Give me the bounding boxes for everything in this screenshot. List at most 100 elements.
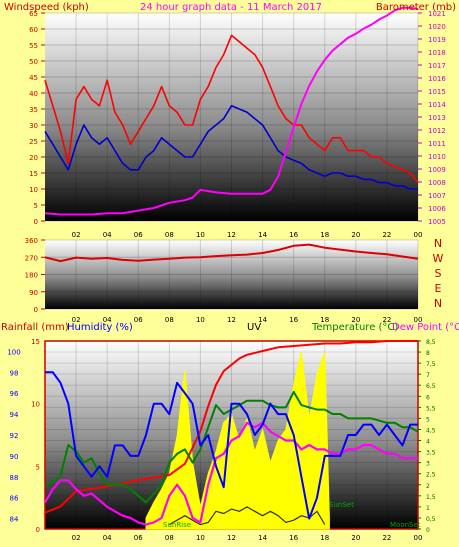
- time-tick: 02: [72, 316, 81, 324]
- windspeed-tick: 30: [29, 122, 38, 130]
- time-tick: 04: [103, 534, 112, 542]
- chart-title: 24 hour graph data - 11 March 2017: [140, 2, 322, 13]
- temperature-tick: 6,5: [426, 383, 436, 390]
- barometer-tick: 1007: [428, 192, 446, 200]
- time-tick: 08: [165, 316, 174, 324]
- barometer-axis-label: Barometer (mb): [376, 2, 456, 13]
- direction-degree-axis: 0 90 180 270 360: [25, 237, 45, 314]
- wind-baro-grid: [45, 12, 419, 222]
- temperature-tick: 6: [426, 394, 430, 401]
- windspeed-tick: 0: [34, 218, 38, 226]
- humidity-tick: 96: [10, 390, 19, 398]
- time-tick: 22: [382, 534, 391, 542]
- time-tick: 20: [351, 534, 360, 542]
- barometer-tick: 1006: [428, 205, 446, 213]
- rainfall-axis-label: Rainfall (mm): [1, 322, 69, 333]
- temperature-axis-label: Temperature (°C): [311, 322, 398, 333]
- dew-point-axis-label: Dew Point (°C): [392, 322, 459, 333]
- wind-baro-time-axis: 02 04 06 08 10 12 14 16 18 20 22 00: [72, 231, 423, 239]
- humidity-tick: 94: [10, 411, 19, 419]
- sun-set-label: SunSet: [329, 501, 354, 509]
- time-tick: 00: [414, 534, 423, 542]
- time-tick: 00: [414, 316, 423, 324]
- temperature-tick: 5: [426, 416, 430, 423]
- humidity-tick: 100: [7, 348, 20, 356]
- rainfall-axis: 0 5 10 15: [31, 338, 40, 534]
- time-tick: 10: [196, 534, 205, 542]
- barometer-tick: 1013: [428, 114, 446, 122]
- barometer-tick: 1010: [428, 153, 446, 161]
- temperature-tick: 1: [426, 505, 430, 512]
- windspeed-tick: 15: [29, 170, 38, 178]
- rainfall-tick: 0: [36, 526, 40, 534]
- barometer-tick: 1016: [428, 75, 446, 83]
- direction-tick: 0: [34, 306, 38, 314]
- humidity-tick: 90: [10, 453, 19, 461]
- windspeed-tick: 25: [29, 138, 38, 146]
- compass-letter: W: [433, 252, 444, 265]
- time-tick: 18: [320, 534, 329, 542]
- wind-gust-line: [44, 34, 419, 184]
- temperature-tick: 2,5: [426, 472, 436, 479]
- windspeed-tick: 20: [29, 154, 38, 162]
- windspeed-tick: 40: [29, 90, 38, 98]
- time-tick: 14: [258, 316, 267, 324]
- time-tick: 12: [227, 231, 236, 239]
- rainfall-tick: 10: [31, 401, 40, 409]
- time-tick: 02: [72, 231, 81, 239]
- time-tick: 06: [134, 316, 143, 324]
- windspeed-axis-label: Windspeed (kph): [4, 2, 89, 13]
- compass-letter: N: [434, 297, 442, 310]
- uv-axis-label: UV: [247, 322, 261, 333]
- temperature-tick: 0: [426, 527, 430, 534]
- temperature-tick: 8: [426, 350, 430, 357]
- humidity-tick: 84: [10, 516, 19, 524]
- barometer-axis: 1005 1006 1007 1008 1009 1010 1011 1012 1013 1014…: [418, 10, 446, 226]
- time-tick: 12: [227, 534, 236, 542]
- rain-temp-time-axis: 02 04 06 08 10 12 14 16 18 20 22 00: [72, 534, 423, 542]
- wind-direction-time-axis: 02 04 06 08 10 12 14 16 18 20 22 00: [72, 316, 423, 324]
- humidity-tick: 88: [10, 474, 19, 482]
- time-tick: 06: [134, 534, 143, 542]
- time-tick: 16: [289, 316, 298, 324]
- windspeed-tick: 50: [29, 58, 38, 66]
- windspeed-tick: 45: [29, 74, 38, 82]
- time-tick: 14: [258, 231, 267, 239]
- barometer-tick: 1019: [428, 36, 446, 44]
- barometer-tick: 1011: [428, 140, 446, 148]
- barometer-tick: 1012: [428, 127, 446, 135]
- time-tick: 08: [165, 534, 174, 542]
- time-tick: 14: [258, 534, 267, 542]
- rain-temp-series: [44, 340, 419, 530]
- time-tick: 10: [196, 231, 205, 239]
- wind-baro-plot-area: [45, 13, 418, 221]
- humidity-axis: 84 86 88 90 92 94 96 98 100: [7, 348, 20, 523]
- temperature-tick: 7: [426, 372, 430, 379]
- humidity-line: [45, 371, 418, 520]
- temperature-tick: 5,5: [426, 405, 436, 412]
- barometer-line: [44, 6, 419, 216]
- windspeed-tick: 35: [29, 106, 38, 114]
- temperature-axis: 0 0,5 1 1,5 2 2,5 3 3,5 4 4,5 5 5,5 6 6,5 7 7,5 8 8,5: [418, 339, 436, 534]
- time-tick: 18: [320, 231, 329, 239]
- barometer-tick: 1021: [428, 10, 446, 18]
- time-tick: 04: [103, 316, 112, 324]
- windspeed-axis: 0 5 10 15 20 25 30 35 40 45 50 55 60 65: [29, 10, 45, 226]
- windspeed-tick: 60: [29, 26, 38, 34]
- temperature-tick: 4,5: [426, 427, 436, 434]
- windspeed-tick: 65: [29, 10, 38, 18]
- time-tick: 02: [72, 534, 81, 542]
- barometer-tick: 1008: [428, 179, 446, 187]
- time-tick: 06: [134, 231, 143, 239]
- time-tick: 18: [320, 316, 329, 324]
- rainfall-tick: 5: [36, 463, 40, 471]
- barometer-tick: 1005: [428, 218, 446, 226]
- time-tick: 16: [289, 534, 298, 542]
- temperature-tick: 4: [426, 439, 430, 446]
- barometer-tick: 1018: [428, 49, 446, 57]
- sun-rise-label: SunRise: [163, 521, 191, 529]
- direction-tick: 180: [25, 272, 38, 280]
- temperature-tick: 3,5: [426, 450, 436, 457]
